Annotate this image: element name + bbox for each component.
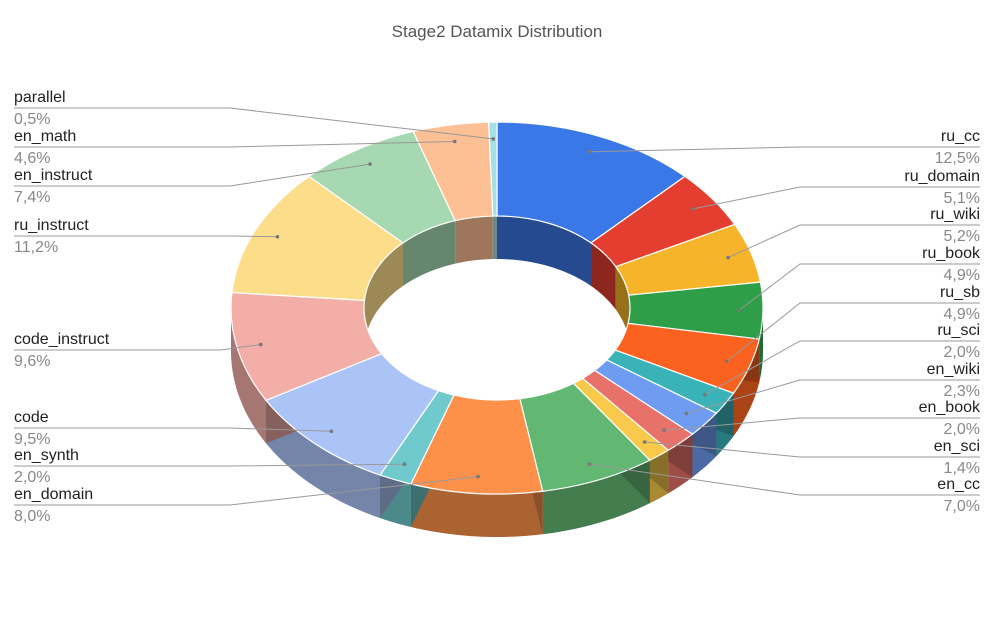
leader-line [14,344,261,351]
leader-line [692,186,980,210]
leader-line [738,263,980,311]
slice-value-label: 2,3% [944,383,980,400]
leader-line [14,476,479,506]
slice-value-label: 8,0% [14,508,50,525]
chart-title: Stage2 Datamix Distribution [392,22,603,41]
slice-label: en_cc [937,476,980,493]
pie-slice-ru_cc [496,121,686,244]
pie-slice-parallel [488,121,498,217]
slice-label: en_wiki [927,361,980,378]
leader-dot [737,308,741,313]
slice-value-label: 11,2% [14,239,58,256]
slice-label: code [14,409,49,426]
leader-dot [662,428,666,433]
donut-inner-wall [455,216,493,264]
slice-value-label: 9,5% [14,431,50,448]
leader-line [14,141,455,148]
slice-value-label: 0,5% [14,111,50,128]
slice-label: en_synth [14,447,79,464]
slice-value-label: 4,6% [14,150,50,167]
slice-label: ru_wiki [930,206,980,223]
leader-dot [258,342,263,347]
leader-dot [724,359,729,364]
leader-line [14,107,494,140]
slice-value-label: 4,9% [944,267,980,284]
leader-line [686,379,980,414]
leader-dot [726,255,730,260]
leader-dot [491,137,496,141]
leader-dot [329,429,334,434]
leader-line [589,463,980,496]
slice-label: code_instruct [14,331,110,348]
slice-label: en_domain [14,486,93,503]
slice-value-label: 1,4% [944,460,980,477]
slice-value-label: 5,2% [944,228,980,245]
slice-value-label: 12,5% [935,150,980,167]
donut-inner-wall [364,242,404,344]
leader-line [14,427,332,432]
leader-line [14,463,405,467]
donut-inner-wall [403,220,456,286]
leader-line [727,224,980,259]
leader-line [644,441,980,458]
slice-label: en_instruct [14,167,93,184]
slice-label: parallel [14,89,66,106]
slice-label: ru_sb [940,284,980,301]
leader-dot [476,474,480,479]
donut-inner-wall [497,216,591,286]
slice-value-label: 2,0% [944,421,980,438]
leader-dot [587,150,592,154]
leader-dot [684,411,689,416]
donut-outer-wall [410,483,543,537]
leader-dot [691,207,695,211]
donut-top-faces [230,121,764,495]
leader-dot [587,462,592,467]
slice-value-label: 2,0% [14,469,50,486]
slice-label: ru_sci [937,322,980,339]
leader-lines [14,107,980,506]
leader-dot [368,162,372,166]
leader-line [589,146,980,153]
slice-label: ru_domain [904,168,980,185]
leader-dot [642,440,647,444]
slice-value-label: 2,0% [944,344,980,361]
leader-dot [275,235,280,239]
leader-dot [703,392,707,397]
slice-labels: ru_cc 12,5%ru_domain 5,1%ru_wiki 5,2%ru_boo… [14,89,981,525]
slice-value-label: 7,0% [944,498,980,515]
slice-label: en_math [14,128,76,145]
leader-line [14,235,278,238]
slice-label: en_book [919,399,981,416]
slice-value-label: 9,6% [14,353,50,370]
donut-outer-wall [542,460,650,535]
donut-inner-wall [492,216,497,260]
leader-line [664,417,980,431]
slice-label: en_sci [934,438,980,455]
slice-value-label: 7,4% [14,189,50,206]
leader-line [726,302,980,362]
slice-label: ru_book [922,245,981,262]
slice-label: ru_instruct [14,217,89,234]
leader-line [14,163,371,187]
slice-value-label: 5,1% [944,190,980,207]
leader-dot [452,139,457,144]
leader-line [704,340,980,396]
slice-label: ru_cc [941,128,980,145]
leader-dot [402,462,407,467]
slice-value-label: 4,9% [944,306,980,323]
